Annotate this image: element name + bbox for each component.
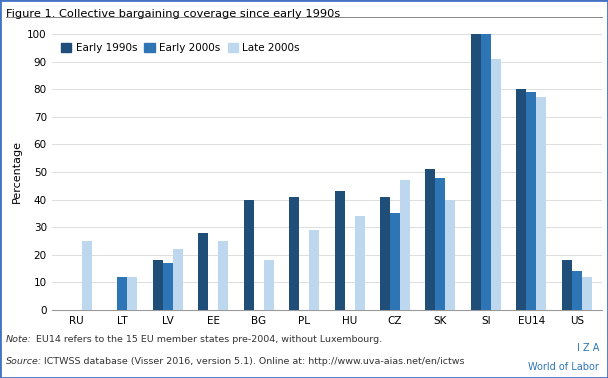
Bar <box>471 34 481 310</box>
Bar <box>380 197 390 310</box>
Bar <box>481 34 491 310</box>
Text: EU14 refers to the 15 EU member states pre-2004, without Luxembourg.: EU14 refers to the 15 EU member states p… <box>33 335 382 344</box>
Bar <box>264 260 274 310</box>
Bar <box>516 89 527 310</box>
Bar <box>117 277 127 310</box>
Text: Figure 1. Collective bargaining coverage since early 1990s: Figure 1. Collective bargaining coverage… <box>6 9 340 19</box>
Bar <box>81 241 92 310</box>
Bar <box>354 216 365 310</box>
Bar <box>446 200 455 310</box>
Bar <box>400 180 410 310</box>
Bar <box>334 191 345 310</box>
Bar <box>244 200 254 310</box>
Bar <box>426 169 435 310</box>
Bar <box>572 271 582 310</box>
Text: Note:: Note: <box>6 335 32 344</box>
Bar <box>162 263 173 310</box>
Bar <box>289 197 299 310</box>
Bar <box>562 260 572 310</box>
Bar <box>127 277 137 310</box>
Legend: Early 1990s, Early 2000s, Late 2000s: Early 1990s, Early 2000s, Late 2000s <box>57 39 304 57</box>
Bar <box>309 230 319 310</box>
Text: World of Labor: World of Labor <box>528 363 599 372</box>
Bar <box>527 92 536 310</box>
Bar <box>173 249 182 310</box>
Bar <box>153 260 162 310</box>
Bar <box>582 277 592 310</box>
Bar <box>536 98 547 310</box>
Bar <box>198 233 208 310</box>
Bar <box>218 241 228 310</box>
Text: I Z A: I Z A <box>576 344 599 353</box>
Text: ICTWSS database (Visser 2016, version 5.1). Online at: http://www.uva-aias.net/e: ICTWSS database (Visser 2016, version 5.… <box>41 357 465 366</box>
Text: Source:: Source: <box>6 357 42 366</box>
Bar <box>390 214 400 310</box>
Y-axis label: Percentage: Percentage <box>12 141 22 203</box>
Bar <box>435 178 446 310</box>
Bar <box>491 59 501 310</box>
